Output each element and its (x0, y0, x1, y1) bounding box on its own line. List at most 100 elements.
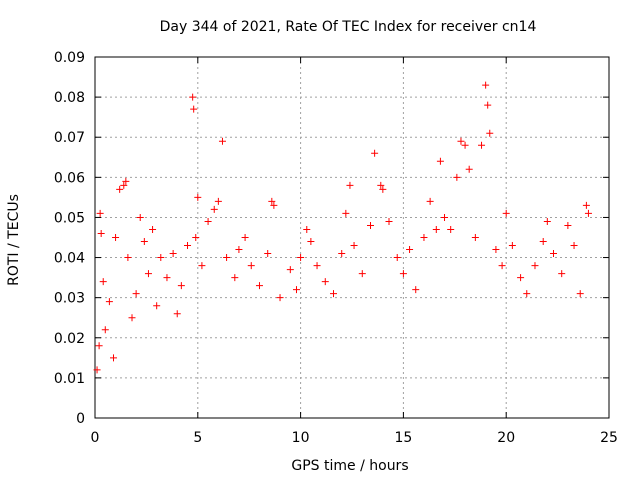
roti-point (184, 242, 192, 250)
roti-point (482, 81, 490, 89)
roti-point (346, 181, 354, 189)
y-tick-label: 0.08 (54, 90, 85, 106)
roti-point (112, 234, 120, 241)
roti-point (169, 250, 177, 258)
roti-point (539, 238, 547, 246)
roti-point (157, 254, 165, 262)
roti-point (214, 197, 222, 205)
roti-point (492, 246, 500, 254)
roti-point (153, 302, 161, 310)
roti-point (329, 290, 337, 298)
x-tick-label: 25 (600, 430, 618, 446)
x-axis-label: GPS time / hours (291, 458, 408, 474)
roti-point (471, 234, 479, 241)
roti-point (406, 246, 414, 254)
roti-point (194, 193, 202, 201)
y-tick-label: 0.03 (54, 291, 85, 307)
roti-point (478, 141, 486, 149)
plot-frame (94, 56, 610, 419)
roti-point (120, 181, 128, 189)
roti-point (350, 242, 358, 250)
roti-point (128, 314, 136, 322)
x-tick-label: 15 (394, 430, 412, 446)
y-tick-label: 0.09 (54, 50, 85, 66)
roti-point (177, 282, 185, 290)
roti-point (210, 205, 218, 213)
roti-point (498, 262, 506, 270)
roti-point (436, 157, 444, 165)
roti-point (457, 137, 465, 145)
roti-point (173, 310, 181, 318)
roti-point (116, 185, 124, 193)
roti-point (377, 181, 385, 189)
roti-point (247, 262, 255, 270)
roti-point (95, 342, 103, 350)
roti-point (231, 274, 239, 282)
roti-point (570, 242, 578, 250)
roti-point (235, 246, 243, 254)
roti-point (447, 225, 455, 233)
y-tick-label: 0.01 (54, 371, 85, 387)
roti-point (163, 274, 171, 282)
roti-point (307, 238, 315, 246)
y-axis-label: ROTI / TECUs (6, 194, 22, 286)
roti-point (122, 177, 130, 185)
roti-point (558, 270, 566, 278)
roti-point (517, 274, 525, 282)
roti-point (204, 217, 212, 225)
roti-point (297, 254, 305, 262)
roti-point (367, 221, 375, 229)
roti-point (502, 209, 510, 217)
roti-point (105, 298, 113, 306)
roti-point (286, 266, 294, 274)
roti-point (564, 221, 572, 229)
roti-point (292, 286, 300, 294)
roti-point (399, 270, 407, 278)
roti-point (412, 286, 420, 294)
roti-point (523, 290, 531, 298)
roti-point (223, 254, 231, 262)
y-tick-label: 0.04 (54, 251, 85, 267)
roti-point (144, 270, 152, 278)
roti-point (486, 129, 494, 137)
y-tick-label: 0.05 (54, 210, 85, 226)
points-layer (93, 81, 592, 374)
roti-point (93, 366, 101, 374)
roti-point (110, 354, 118, 362)
roti-point (432, 225, 440, 233)
roti-point (136, 213, 144, 221)
roti-point (338, 250, 346, 258)
roti-point (149, 225, 157, 233)
roti-point (582, 201, 590, 209)
roti-point (441, 213, 449, 221)
roti-point (549, 250, 557, 258)
y-tick-label: 0.02 (54, 331, 85, 347)
roti-point (270, 201, 278, 209)
roti-point (268, 197, 276, 205)
roti-point (140, 238, 148, 246)
grid-layer (95, 57, 609, 418)
roti-point (97, 229, 105, 237)
roti-point (453, 173, 461, 181)
roti-point (132, 290, 140, 298)
x-tick-label: 20 (497, 430, 515, 446)
roti-point (241, 234, 249, 241)
y-tick-label: 0 (76, 411, 85, 427)
roti-point (420, 234, 428, 241)
roti-point (101, 326, 109, 334)
roti-point (99, 278, 107, 286)
x-tick-label: 10 (292, 430, 310, 446)
roti-point (461, 141, 469, 149)
roti-point (426, 197, 434, 205)
roti-point (189, 93, 197, 101)
roti-point (576, 290, 584, 298)
roti-point (190, 105, 198, 113)
roti-point (218, 137, 226, 145)
roti-point (313, 262, 321, 270)
roti-point (385, 217, 393, 225)
roti-point (393, 254, 401, 262)
x-tick-label: 5 (193, 430, 202, 446)
roti-point (584, 209, 592, 217)
roti-point (255, 282, 263, 290)
